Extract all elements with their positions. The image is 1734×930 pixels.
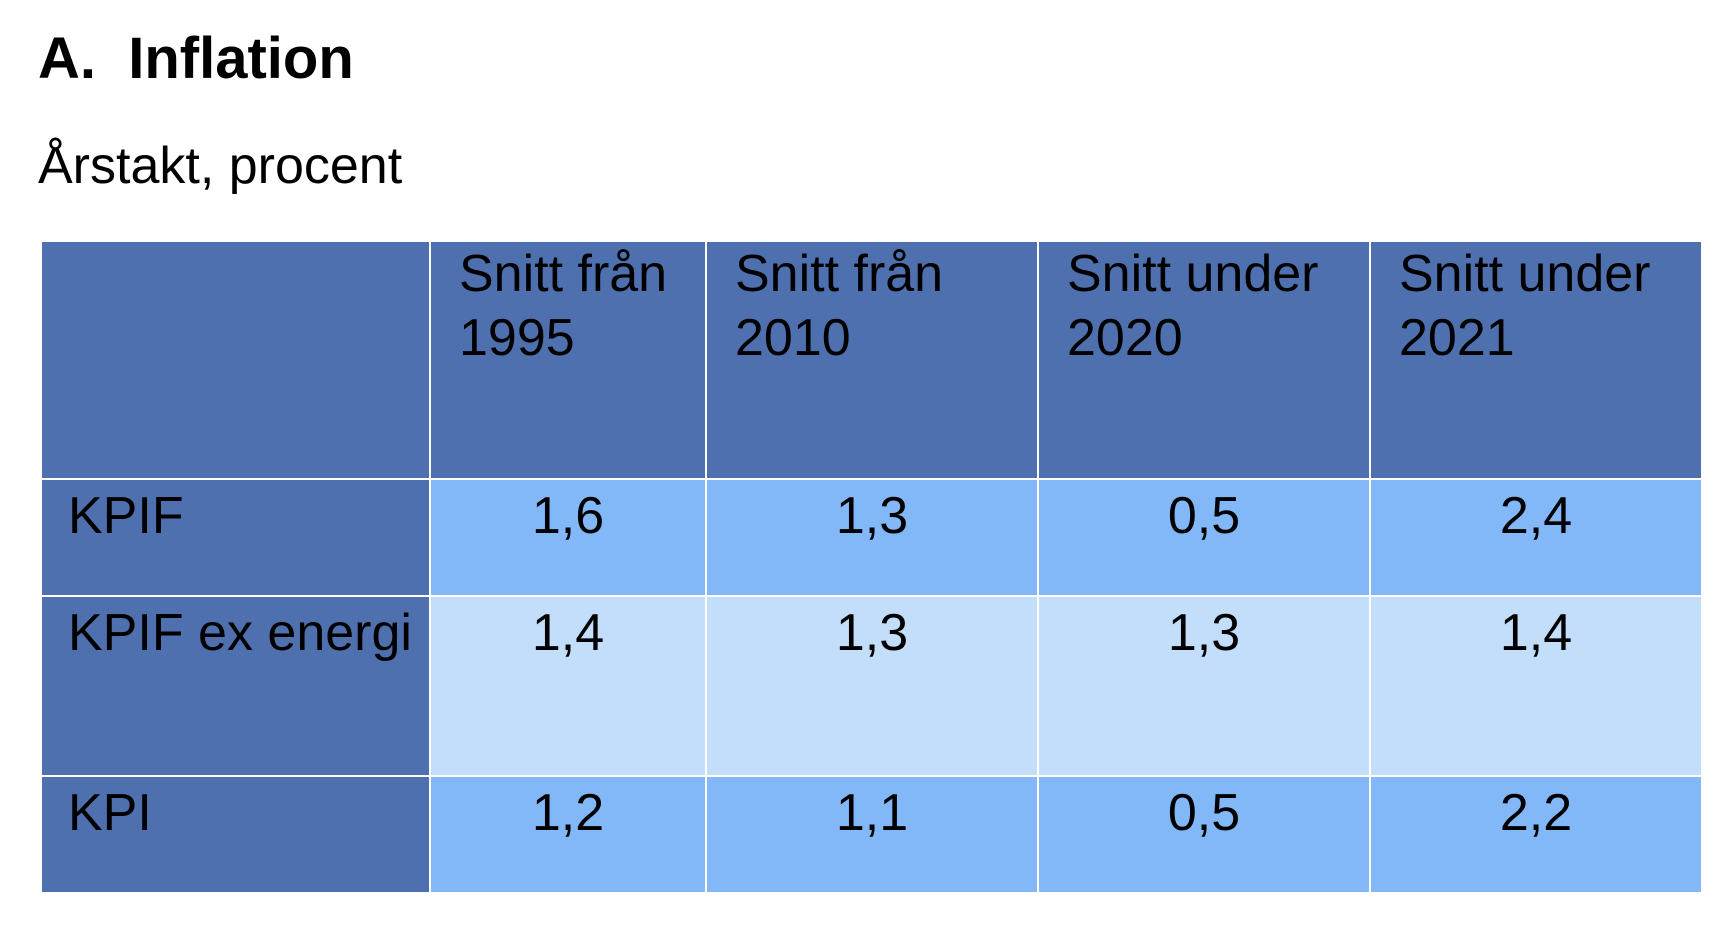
inflation-table: Snitt från 1995 Snitt från 2010 Snitt un… (40, 240, 1703, 894)
table-cell: 2,4 (1369, 478, 1703, 597)
table-header-row: Snitt från 1995 Snitt från 2010 Snitt un… (40, 240, 1703, 480)
table-cell: 0,5 (1037, 775, 1371, 894)
table-cell: 1,3 (1037, 595, 1371, 777)
column-header: Snitt under 2021 (1369, 240, 1703, 480)
table-cell: 2,2 (1369, 775, 1703, 894)
corner-header-cell (40, 240, 431, 480)
table-row: KPI 1,2 1,1 0,5 2,2 (40, 775, 1703, 894)
table-cell: 1,4 (429, 595, 707, 777)
column-header: Snitt från 2010 (705, 240, 1039, 480)
table-cell: 1,6 (429, 478, 707, 597)
table-cell: 1,3 (705, 478, 1039, 597)
chart-subtitle: Årstakt, procent (38, 137, 403, 195)
table-cell: 1,2 (429, 775, 707, 894)
table-cell: 1,4 (1369, 595, 1703, 777)
row-label: KPI (40, 775, 431, 894)
row-label: KPIF ex energi (40, 595, 431, 777)
table-cell: 1,3 (705, 595, 1039, 777)
row-label: KPIF (40, 478, 431, 597)
table-cell: 1,1 (705, 775, 1039, 894)
table-cell: 0,5 (1037, 478, 1371, 597)
chart-title: A. Inflation (38, 26, 354, 91)
table-row: KPIF 1,6 1,3 0,5 2,4 (40, 478, 1703, 597)
table-row: KPIF ex energi 1,4 1,3 1,3 1,4 (40, 595, 1703, 777)
column-header: Snitt under 2020 (1037, 240, 1371, 480)
column-header: Snitt från 1995 (429, 240, 707, 480)
